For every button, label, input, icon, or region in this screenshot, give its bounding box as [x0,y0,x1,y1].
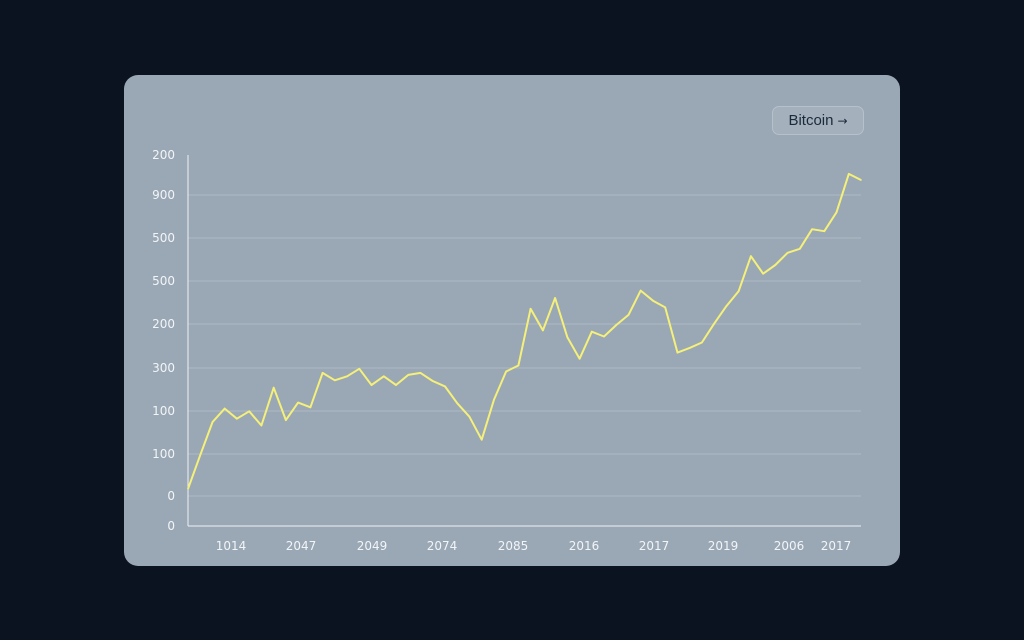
data-point [236,417,238,420]
data-point [639,289,642,292]
data-point [627,314,630,316]
data-point [578,357,581,360]
data-point [297,401,299,404]
x-tick-label: 2019 [708,539,739,553]
data-point [199,454,201,457]
data-point [211,421,214,423]
y-tick-label: 900 [152,188,175,202]
line-chart: 200 900 500 500 200 300 100 100 0 0 1014 2047 2049 2… [152,148,862,553]
data-point [419,372,422,374]
y-tick-label: 200 [152,148,175,162]
data-point [762,272,764,275]
data-point [835,211,838,214]
y-tick-label: 0 [167,489,175,503]
data-point [725,305,728,307]
data-point [248,410,250,413]
data-point [505,370,507,373]
y-tick-label: 200 [152,317,175,331]
data-point [346,375,348,378]
data-point [542,329,544,332]
data-point [370,384,373,386]
data-point [688,347,691,349]
data-point [737,290,740,293]
data-point [603,335,605,338]
y-tick-label: 500 [152,274,175,288]
data-point [444,385,446,388]
data-point [456,402,459,405]
bitcoin-filter-button[interactable]: Bitcoin → [772,106,864,135]
y-tick-label: 100 [152,447,175,461]
data-point [407,374,410,376]
x-tick-label: 2074 [427,539,458,553]
data-point [285,419,287,421]
data-point [860,179,862,181]
data-point [554,297,556,299]
data-point [517,364,520,367]
y-tick-label: 0 [167,519,175,533]
arrow-right-icon: → [837,113,848,128]
data-point [358,368,361,370]
grid-lines [188,194,861,497]
y-tick-label: 300 [152,361,175,375]
x-tick-labels: 1014 2047 2049 2074 2085 2016 2017 2019 2006 2017 [216,539,852,553]
data-point [529,308,532,310]
data-point [664,306,666,309]
data-point [701,341,703,344]
series-line [187,172,862,490]
y-tick-labels: 200 900 500 500 200 300 100 100 0 0 [152,148,175,533]
data-point [713,322,715,325]
data-point [652,299,654,302]
x-tick-label: 2006 [774,539,805,553]
data-point [321,372,324,374]
x-tick-label: 2017 [821,539,852,553]
data-point [823,230,826,232]
y-tick-label: 500 [152,231,175,245]
data-point [480,438,483,441]
data-point [468,415,471,418]
series-group [187,172,862,490]
data-point [811,228,813,230]
data-point [223,407,226,410]
data-point [309,406,312,409]
x-tick-label: 2017 [639,539,670,553]
x-tick-label: 2085 [498,539,529,553]
data-point [566,336,569,338]
data-point [272,386,275,389]
data-point [591,330,593,333]
bitcoin-filter-label: Bitcoin [788,112,834,129]
x-tick-label: 2047 [286,539,317,553]
data-point [493,399,495,401]
data-point [774,264,777,266]
data-point [431,380,434,382]
x-tick-label: 1014 [216,539,247,553]
data-point [676,351,679,354]
chart-card: 200 900 500 500 200 300 100 100 0 0 1014 2047 2049 2… [124,75,900,566]
data-point [383,375,385,378]
y-tick-label: 100 [152,404,175,418]
x-tick-label: 2049 [357,539,388,553]
data-point [395,384,397,386]
data-point [786,252,789,254]
data-point [334,379,336,382]
x-tick-label: 2016 [569,539,600,553]
axes [187,155,861,527]
data-point [750,255,752,257]
data-point [615,324,618,326]
data-point [187,488,189,490]
data-point [260,424,263,427]
data-point [848,173,850,175]
data-point [799,248,801,250]
